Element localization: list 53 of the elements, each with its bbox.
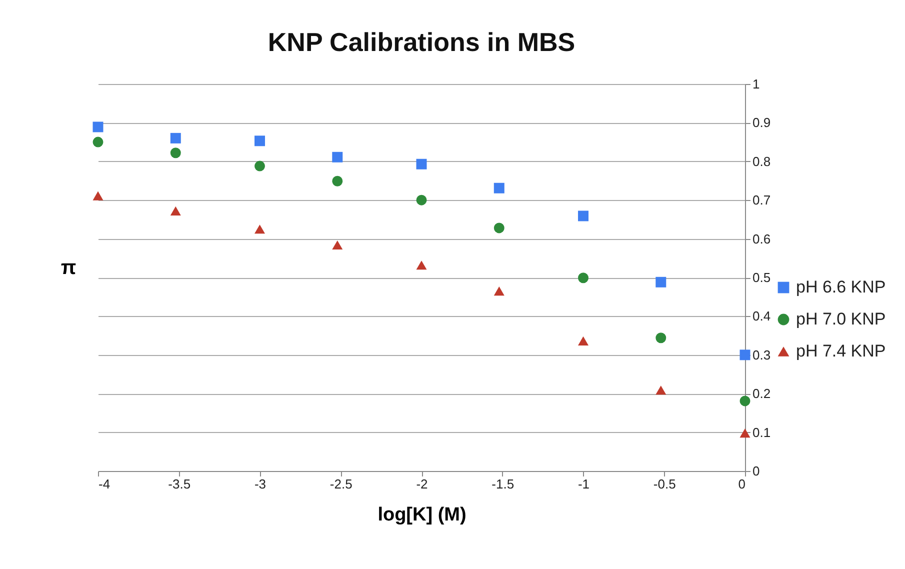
y-tick-label: 0 — [752, 464, 760, 478]
point — [92, 191, 104, 200]
y-tick-label: 0.7 — [752, 192, 771, 208]
y-tick-label: 0.1 — [752, 424, 771, 440]
y-tick-label: 0.8 — [752, 154, 771, 169]
point — [332, 240, 343, 250]
y-tick-label: 0.2 — [752, 386, 771, 402]
point — [416, 260, 427, 270]
point — [254, 224, 265, 234]
point — [740, 428, 750, 438]
legend-label: pH 7.4 KNP — [796, 342, 886, 360]
y-tick-label: 0.3 — [752, 347, 771, 362]
y-tick-label: 0.4 — [752, 308, 771, 324]
x-tick-label: -4 — [98, 476, 110, 492]
y-axis-title: π — [60, 257, 76, 279]
point — [170, 148, 181, 158]
y-tick-label: 0.5 — [752, 270, 771, 285]
point — [578, 336, 588, 346]
point — [416, 158, 427, 170]
y-tick-label: 0.6 — [752, 231, 771, 246]
point — [416, 194, 427, 206]
point — [170, 132, 181, 144]
point — [92, 122, 104, 132]
point — [656, 276, 666, 288]
x-tick-label: 0 — [738, 476, 746, 492]
x-axis-title: log[K] (M) — [378, 504, 466, 526]
point — [254, 160, 265, 172]
x-tick-label: -3.5 — [168, 476, 191, 492]
point — [494, 286, 504, 296]
point — [740, 396, 750, 406]
x-tick-label: -0.5 — [653, 476, 676, 492]
point — [494, 222, 504, 234]
point — [578, 272, 588, 284]
point — [578, 210, 588, 222]
x-tick-label: -1.5 — [492, 476, 514, 492]
y-tick-label: 1 — [752, 76, 760, 92]
x-tick-label: -2.5 — [330, 476, 352, 492]
point — [254, 136, 265, 146]
y-tick-label: 0.9 — [752, 115, 771, 130]
point — [332, 152, 343, 162]
point — [740, 350, 750, 360]
x-tick-label: -2 — [416, 476, 428, 492]
point — [656, 332, 666, 344]
x-tick-label: -1 — [578, 476, 590, 492]
legend-label: pH 6.6 KNP — [796, 278, 886, 296]
chart-title: KNP Calibrations in MBS — [268, 27, 576, 57]
point — [170, 206, 181, 216]
point — [92, 136, 104, 148]
point — [656, 386, 666, 395]
point — [494, 182, 504, 194]
point — [332, 176, 343, 186]
legend-label: pH 7.0 KNP — [796, 310, 886, 328]
x-tick-label: -3 — [254, 476, 266, 492]
